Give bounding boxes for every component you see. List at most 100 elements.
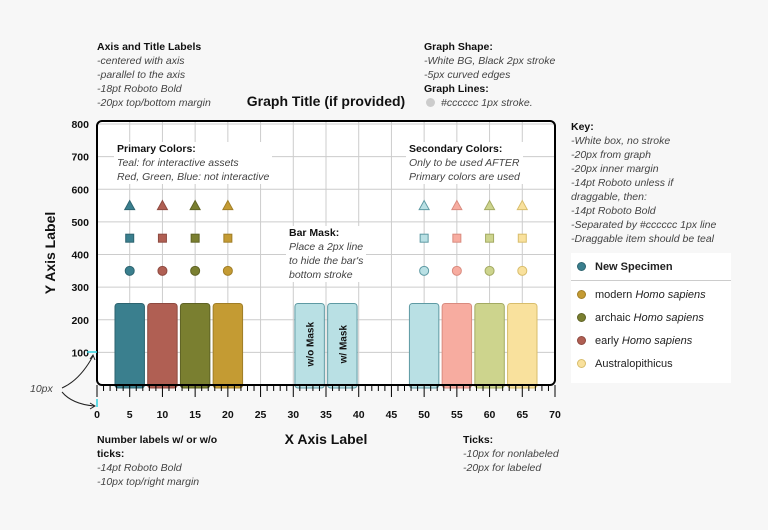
x-tick-label: 25 xyxy=(255,409,267,421)
note-heading: Secondary Colors: xyxy=(409,143,503,155)
chart-marks: w/o Mask w/ Mask xyxy=(114,199,538,389)
note-heading: Number labels w/ or w/o xyxy=(97,434,218,446)
x-tick-label: 15 xyxy=(189,409,201,421)
legend-dot-icon xyxy=(577,336,586,345)
y-tick-label: 500 xyxy=(71,217,89,229)
y-tick-label: 800 xyxy=(71,119,89,131)
bar xyxy=(179,302,211,389)
x-tick-label: 60 xyxy=(484,409,496,421)
note-secondary-colors: Secondary Colors: Only to be used AFTER … xyxy=(406,142,523,184)
bar-label: w/o Mask xyxy=(306,322,317,368)
bar xyxy=(212,302,244,389)
square-marker xyxy=(190,233,200,243)
note-line: Only to be used AFTER xyxy=(409,157,520,169)
y-axis-label: Y Axis Label xyxy=(42,212,58,294)
circle-marker xyxy=(124,265,135,276)
legend-label: Australopithicus xyxy=(595,357,673,370)
note-line: -White BG, Black 2px stroke xyxy=(424,55,556,67)
bar xyxy=(327,302,358,389)
triangle-marker xyxy=(483,199,496,211)
note-heading: Bar Mask: xyxy=(289,227,340,239)
triangle-marker xyxy=(418,199,430,211)
note-line: -20px top/bottom margin xyxy=(97,97,211,109)
square-marker xyxy=(223,233,233,243)
legend-dot-icon xyxy=(577,359,586,368)
note-line: Primary colors are used xyxy=(409,171,520,183)
x-tick-label: 20 xyxy=(222,409,234,421)
note-line: -Draggable item should be teal xyxy=(571,233,715,245)
bar xyxy=(147,302,178,389)
note-line: -20px inner margin xyxy=(571,163,659,175)
legend-dot-icon xyxy=(577,262,586,271)
bar-label: w/ Mask xyxy=(338,325,349,365)
bar xyxy=(114,302,145,389)
bar xyxy=(507,302,538,389)
circle-marker xyxy=(419,265,430,276)
x-tick-label: 10 xyxy=(157,409,169,421)
note-ticks: Ticks: -10px for nonlabeled -20px for la… xyxy=(463,433,559,475)
legend-item-modern-homo-sapiens: modern Homo sapiens xyxy=(571,283,731,306)
square-marker xyxy=(517,233,527,243)
note-line: -Separated by #cccccc 1px line xyxy=(571,219,717,231)
triangle-marker xyxy=(156,199,169,211)
x-tick-label: 50 xyxy=(418,409,430,421)
legend-item-new-specimen[interactable]: New Specimen xyxy=(571,253,731,281)
margin-annotation: 10px xyxy=(30,351,98,410)
note-heading: Graph Lines: xyxy=(424,83,489,95)
triangle-marker xyxy=(516,199,529,211)
note-line: draggable, then: xyxy=(571,191,647,203)
y-tick-label: 700 xyxy=(71,152,89,164)
note-line: bottom stroke xyxy=(289,269,353,281)
circle-marker xyxy=(190,265,201,276)
note-key: Key: -White box, no stroke -20px from gr… xyxy=(571,120,716,246)
x-tick-label: 40 xyxy=(353,409,365,421)
bar xyxy=(441,302,473,389)
legend-label-italic: Homo sapiens xyxy=(633,311,704,324)
square-marker xyxy=(419,233,429,243)
note-heading: ticks: xyxy=(97,448,125,460)
legend-label-italic: Homo sapiens xyxy=(635,288,706,301)
bar xyxy=(474,302,505,389)
square-marker xyxy=(485,233,495,243)
x-tick-label: 70 xyxy=(549,409,561,421)
note-line: -20px from graph xyxy=(571,149,651,161)
graph-title: Graph Title (if provided) xyxy=(247,93,405,109)
note-line: -14pt Roboto unless if xyxy=(571,177,674,189)
x-axis-label: X Axis Label xyxy=(285,431,368,447)
circle-marker xyxy=(451,265,462,276)
note-line: -14pt Roboto Bold xyxy=(571,205,656,217)
x-tick-label: 5 xyxy=(127,409,133,421)
note-graph-shape: Graph Shape: -White BG, Black 2px stroke… xyxy=(424,40,555,110)
triangle-marker xyxy=(451,199,463,211)
x-tick-label: 0 xyxy=(94,409,100,421)
note-bar-mask: Bar Mask: Place a 2px line to hide the b… xyxy=(286,226,367,282)
note-line: -10px top/right margin xyxy=(97,476,200,488)
y-tick-label: 400 xyxy=(71,250,89,262)
legend: New Specimen modern Homo sapiens archaic… xyxy=(571,253,731,383)
circle-marker xyxy=(517,265,528,276)
note-axis-title-labels: Axis and Title Labels -centered with axi… xyxy=(97,40,211,110)
note-number-labels: Number labels w/ or w/o ticks: -14pt Rob… xyxy=(97,433,217,489)
square-marker xyxy=(452,233,462,243)
x-tick-label: 55 xyxy=(451,409,463,421)
square-marker xyxy=(125,233,135,243)
note-line: -14pt Roboto Bold xyxy=(97,462,182,474)
note-line: -5px curved edges xyxy=(424,69,511,81)
legend-item-early-homo-sapiens: early Homo sapiens xyxy=(571,329,731,352)
note-heading: Ticks: xyxy=(463,434,494,446)
x-tick-label: 45 xyxy=(386,409,398,421)
note-line: -18pt Roboto Bold xyxy=(97,83,182,95)
legend-label: early xyxy=(595,334,622,347)
legend-label: New Specimen xyxy=(595,260,673,273)
circle-marker xyxy=(484,265,495,276)
note-line: -10px for nonlabeled xyxy=(463,448,559,460)
axes: 0 5 10 15 20 25 30 35 40 45 50 55 60 65 70 100 200 300 400… xyxy=(71,119,561,421)
legend-label: modern xyxy=(595,288,636,301)
x-tick-label: 35 xyxy=(320,409,332,421)
legend-item-archaic-homo-sapiens: archaic Homo sapiens xyxy=(571,306,731,329)
note-line: to hide the bar's xyxy=(289,255,364,267)
note-line: -White box, no stroke xyxy=(571,135,671,147)
note-line: Red, Green, Blue: not interactive xyxy=(117,171,270,183)
triangle-marker xyxy=(189,199,201,211)
arrow-down-icon xyxy=(61,391,95,407)
